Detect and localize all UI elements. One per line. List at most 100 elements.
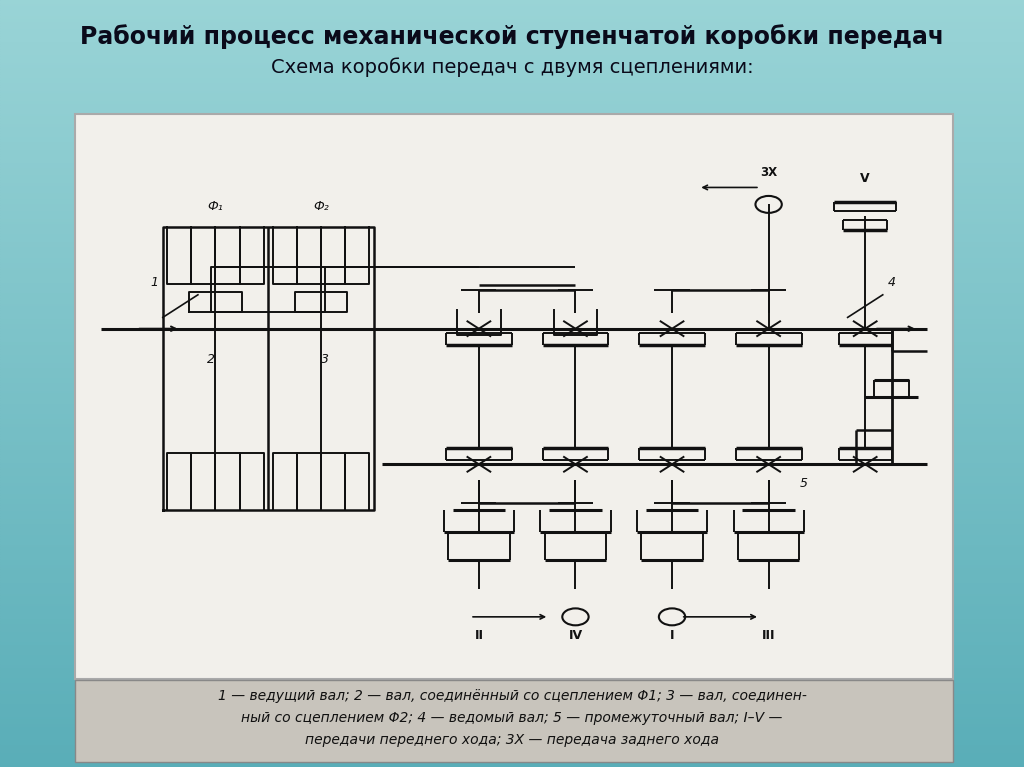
- Bar: [0, 416, 1024, 418]
- Bar: [0, 667, 1024, 670]
- Bar: [0, 338, 1024, 341]
- Bar: [0, 675, 1024, 677]
- Bar: [0, 164, 1024, 166]
- Bar: [0, 179, 1024, 182]
- Text: 1: 1: [151, 276, 158, 289]
- Bar: [0, 611, 1024, 613]
- Bar: [0, 123, 1024, 126]
- Bar: [0, 708, 1024, 710]
- Bar: [0, 57, 1024, 59]
- Bar: [0, 561, 1024, 565]
- Bar: [0, 200, 1024, 202]
- Bar: [0, 387, 1024, 390]
- Text: V: V: [860, 172, 870, 185]
- Bar: [0, 546, 1024, 549]
- Bar: [0, 472, 1024, 475]
- FancyBboxPatch shape: [75, 114, 953, 679]
- Text: 3: 3: [322, 353, 330, 366]
- Bar: [0, 511, 1024, 513]
- Bar: [0, 331, 1024, 334]
- Bar: [0, 262, 1024, 264]
- Bar: [0, 328, 1024, 331]
- Bar: [0, 82, 1024, 84]
- Bar: [0, 441, 1024, 444]
- Bar: [0, 288, 1024, 290]
- Bar: [0, 578, 1024, 580]
- Text: 4: 4: [888, 276, 896, 289]
- Text: IV: IV: [568, 630, 583, 643]
- Bar: [0, 528, 1024, 531]
- Bar: [0, 33, 1024, 36]
- Bar: [0, 498, 1024, 500]
- Bar: [0, 660, 1024, 662]
- Bar: [0, 80, 1024, 82]
- Bar: [0, 695, 1024, 698]
- Bar: [0, 313, 1024, 315]
- Bar: [0, 664, 1024, 667]
- Bar: [0, 290, 1024, 292]
- Bar: [0, 639, 1024, 641]
- Bar: [0, 374, 1024, 377]
- Bar: [0, 687, 1024, 690]
- Bar: [0, 44, 1024, 46]
- Bar: [0, 77, 1024, 80]
- Bar: [0, 508, 1024, 511]
- Bar: [0, 21, 1024, 23]
- Bar: [0, 754, 1024, 757]
- Bar: [0, 336, 1024, 338]
- Bar: [0, 359, 1024, 362]
- Bar: [0, 464, 1024, 467]
- Bar: [0, 92, 1024, 95]
- Bar: [0, 716, 1024, 718]
- Bar: [0, 559, 1024, 561]
- Bar: [0, 225, 1024, 229]
- Bar: [0, 364, 1024, 367]
- Text: 2: 2: [207, 353, 215, 366]
- Bar: [0, 146, 1024, 149]
- Bar: [0, 618, 1024, 621]
- Bar: [0, 731, 1024, 734]
- Bar: [0, 551, 1024, 554]
- Text: Ф₁: Ф₁: [208, 200, 223, 213]
- Text: III: III: [762, 630, 775, 643]
- Bar: [0, 380, 1024, 382]
- Bar: [0, 413, 1024, 416]
- Bar: [0, 15, 1024, 18]
- Bar: [0, 713, 1024, 716]
- Bar: [0, 718, 1024, 721]
- Bar: [0, 490, 1024, 492]
- Bar: [0, 690, 1024, 693]
- Bar: [0, 308, 1024, 311]
- Bar: [0, 344, 1024, 347]
- Bar: [0, 213, 1024, 216]
- Bar: [0, 526, 1024, 528]
- Bar: [0, 156, 1024, 159]
- Bar: [0, 280, 1024, 282]
- Bar: [0, 321, 1024, 323]
- Bar: [0, 174, 1024, 177]
- Bar: [0, 605, 1024, 608]
- Bar: [0, 367, 1024, 370]
- Bar: [0, 249, 1024, 252]
- Bar: [0, 567, 1024, 569]
- Bar: [0, 487, 1024, 490]
- Bar: [0, 116, 1024, 118]
- Bar: [0, 326, 1024, 328]
- Bar: [0, 84, 1024, 87]
- Bar: [0, 177, 1024, 179]
- Bar: [0, 246, 1024, 249]
- Bar: [0, 362, 1024, 364]
- Bar: [0, 729, 1024, 731]
- Bar: [0, 198, 1024, 200]
- Bar: [0, 233, 1024, 236]
- Bar: [0, 444, 1024, 446]
- Bar: [0, 420, 1024, 423]
- Bar: [0, 236, 1024, 239]
- Bar: [0, 475, 1024, 477]
- Bar: [0, 477, 1024, 479]
- Bar: [0, 410, 1024, 413]
- Bar: [0, 405, 1024, 408]
- Bar: [0, 721, 1024, 723]
- Bar: [0, 590, 1024, 593]
- Bar: [0, 143, 1024, 146]
